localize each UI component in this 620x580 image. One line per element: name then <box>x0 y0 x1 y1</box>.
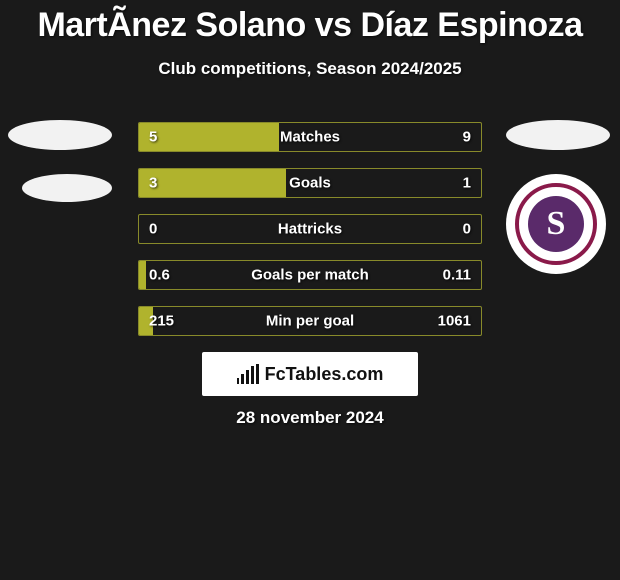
brand-text: FcTables.com <box>265 364 384 385</box>
badge-letter: S <box>528 196 584 252</box>
bar-fill-left <box>139 261 146 289</box>
bar-value-left: 3 <box>149 175 157 192</box>
left-logo-placeholder-2 <box>22 174 112 202</box>
left-logo-placeholder-1 <box>8 120 112 150</box>
bar-value-left: 5 <box>149 129 157 146</box>
left-team-logos <box>8 120 112 226</box>
bar-label: Matches <box>280 129 340 146</box>
bar-value-left: 0.6 <box>149 267 170 284</box>
bar-label: Goals per match <box>251 267 369 284</box>
bar-label: Min per goal <box>266 313 354 330</box>
bar-value-left: 0 <box>149 221 157 238</box>
bar-fill-left <box>139 123 279 151</box>
subtitle: Club competitions, Season 2024/2025 <box>0 59 620 79</box>
right-team-logos: S <box>506 120 610 274</box>
bar-value-right: 1061 <box>438 313 471 330</box>
bar-row-hattricks: 0 Hattricks 0 <box>138 214 482 244</box>
badge-ring: S <box>515 183 597 265</box>
bar-row-goals: 3 Goals 1 <box>138 168 482 198</box>
bar-row-goals-per-match: 0.6 Goals per match 0.11 <box>138 260 482 290</box>
bar-row-min-per-goal: 215 Min per goal 1061 <box>138 306 482 336</box>
bar-label: Goals <box>289 175 331 192</box>
right-logo-placeholder-1 <box>506 120 610 150</box>
right-club-badge: S <box>506 174 606 274</box>
bar-value-right: 1 <box>463 175 471 192</box>
bar-fill-left <box>139 169 286 197</box>
bar-value-right: 0 <box>463 221 471 238</box>
bar-row-matches: 5 Matches 9 <box>138 122 482 152</box>
chart-icon <box>237 364 259 384</box>
date-text: 28 november 2024 <box>236 408 383 428</box>
bar-label: Hattricks <box>278 221 342 238</box>
bar-value-right: 9 <box>463 129 471 146</box>
bar-value-left: 215 <box>149 313 174 330</box>
comparison-bars: 5 Matches 9 3 Goals 1 0 Hattricks 0 0.6 … <box>138 122 482 352</box>
bar-value-right: 0.11 <box>443 267 471 284</box>
page-title: MartÃ­nez Solano vs Díaz Espinoza <box>0 0 620 45</box>
brand-box: FcTables.com <box>202 352 418 396</box>
comparison-infographic: MartÃ­nez Solano vs Díaz Espinoza Club c… <box>0 0 620 580</box>
